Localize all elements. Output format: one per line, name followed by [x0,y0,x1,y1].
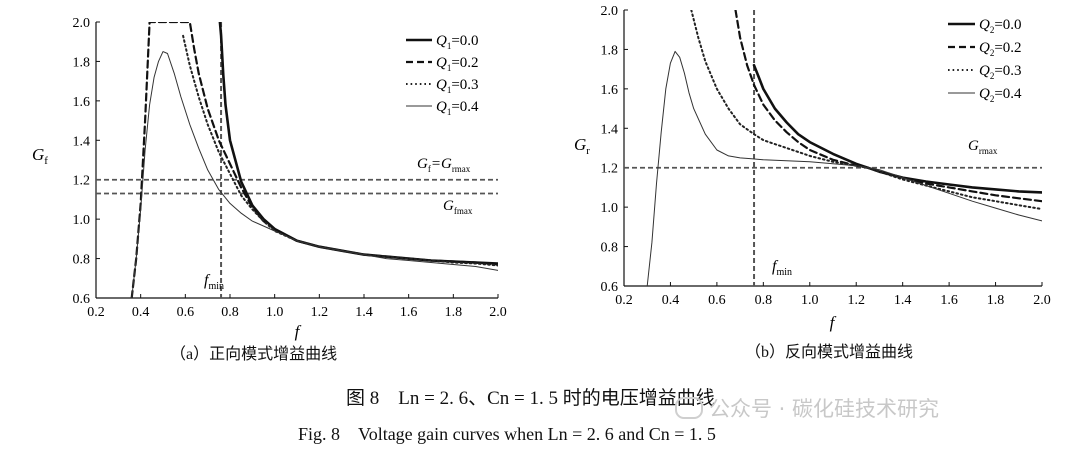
series-line-b-1 [752,63,1042,194]
legend-a: Q1=0.0 Q1=0.2 Q1=0.3 Q1=0.4 [406,33,479,117]
y-axis-label: Gr [574,135,590,157]
legend-label: Q2=0.0 [979,17,1022,35]
x-tick-label: 0.8 [755,293,773,308]
y-axis-label: Gf [32,145,48,167]
hline-label: Grmax [968,138,998,156]
x-tick-label: 1.0 [801,293,819,308]
chart-b: 0.2 0.4 0.6 0.8 1.0 1.2 1.4 1.6 1.8 2.0 0.6 0.8 1.0 1… [574,4,1051,332]
x-tick-label: 0.4 [132,305,150,320]
x-tick-label: 1.8 [445,305,463,320]
y-tick-label: 2.0 [73,16,91,31]
vline-label: fmin [772,258,792,278]
legend-label: Q2=0.2 [979,40,1022,58]
y-tick-label: 0.6 [73,292,91,307]
y-tick-label: 1.0 [73,213,91,228]
hline-label: Gf=Grmax [417,156,471,174]
y-tick-label: 1.2 [601,162,619,177]
x-tick-label: 1.8 [987,293,1005,308]
x-tick-label: 0.4 [662,293,680,308]
x-tick-label: 1.4 [355,305,373,320]
y-tick-label: 1.0 [601,201,619,216]
x-tick-label: 1.6 [940,293,958,308]
watermark-text: 公众号 · 碳化硅技术研究 [709,397,940,421]
figure-caption-en: Fig. 8 Voltage gain curves when Ln = 2. … [298,424,716,444]
x-tick-label: 1.2 [847,293,865,308]
series-line-b-3 [690,10,1042,211]
series-line-b-2 [734,10,1042,203]
legend-label: Q1=0.4 [436,99,479,117]
x-tick-label: 0.6 [177,305,195,320]
watermark: 公众号 · 碳化硅技术研究 [675,393,939,423]
y-tick-label: 1.8 [601,43,619,58]
x-tick-label: 1.4 [894,293,912,308]
chat-bubble-icon [675,397,703,419]
x-tick-label: 2.0 [1033,293,1051,308]
legend-label: Q1=0.2 [436,55,479,73]
legend-label: Q1=0.3 [436,77,479,95]
subcaption-a: （a）正向模式增益曲线 [170,346,338,363]
chart-a: 0.2 0.4 0.6 0.8 1.0 1.2 1.4 1.6 1.8 2.0 0.6 0.8 1.0 1… [32,16,507,341]
legend-label: Q1=0.0 [436,33,479,51]
x-tick-label: 1.0 [266,305,284,320]
x-tick-label: 0.2 [87,305,105,320]
y-tick-label: 0.6 [601,280,619,295]
y-tick-label: 0.8 [601,241,619,256]
legend-label: Q2=0.4 [979,86,1022,104]
y-tick-label: 1.8 [73,55,91,70]
y-tick-label: 2.0 [601,4,619,19]
legend-b: Q2=0.0 Q2=0.2 Q2=0.3 Q2=0.4 [948,17,1022,104]
x-axis-label: f [295,322,302,341]
x-tick-label: 0.8 [221,305,239,320]
y-tick-label: 1.2 [73,174,91,189]
series-line-a-2 [130,22,498,298]
legend-label: Q2=0.3 [979,63,1022,81]
series-line-a-4 [131,51,498,298]
y-tick-label: 1.4 [601,122,619,137]
figure-caption-cn: 图 8 Ln = 2. 6、Cn = 1. 5 时的电压增益曲线 [346,388,715,409]
subcaption-b: （b）反向模式增益曲线 [745,344,914,361]
x-tick-label: 1.2 [311,305,329,320]
x-axis-label: f [830,313,837,332]
y-tick-label: 0.8 [73,253,91,268]
x-tick-label: 0.2 [615,293,633,308]
hline-label: Gfmax [443,198,473,216]
x-tick-label: 2.0 [489,305,507,320]
x-tick-label: 0.6 [708,293,726,308]
series-line-b-4 [646,50,1042,286]
y-tick-label: 1.4 [73,134,91,149]
vline-label: fmin [204,272,224,292]
x-tick-label: 1.6 [400,305,418,320]
y-tick-label: 1.6 [601,83,619,98]
y-tick-label: 1.6 [73,95,91,110]
